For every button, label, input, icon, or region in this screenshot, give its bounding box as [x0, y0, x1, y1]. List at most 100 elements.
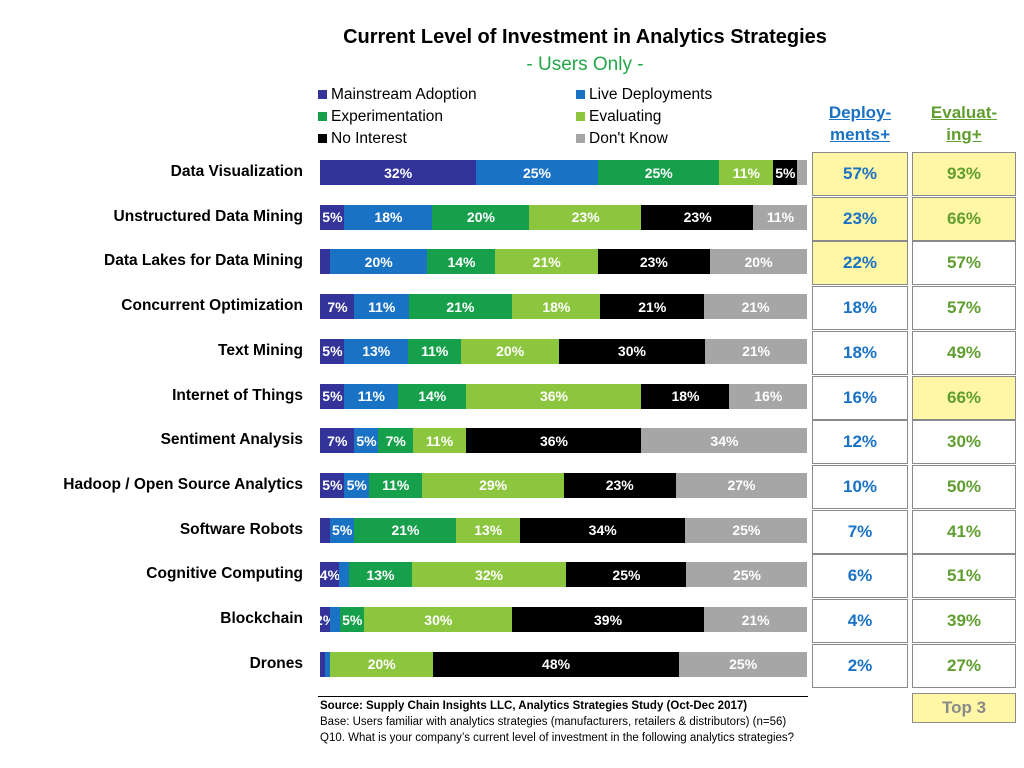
deployments-plus-cell: 16%: [812, 375, 908, 420]
bar-segment: 13%: [348, 562, 413, 588]
deployments-plus-cell: 12%: [812, 420, 908, 465]
data-label: 5%: [322, 343, 343, 360]
base-line: Base: Users familiar with analytics stra…: [320, 716, 787, 728]
legend-swatch: [576, 112, 585, 121]
bar-segment: 7%: [320, 294, 355, 320]
category-label: Concurrent Optimization: [121, 297, 303, 315]
bar-segment: 25%: [475, 160, 599, 185]
bar-segment: 18%: [641, 383, 730, 409]
data-label: 21%: [638, 298, 667, 315]
data-label: 13%: [474, 522, 503, 539]
source-divider: [318, 696, 808, 697]
bar-segment: 5%: [344, 472, 370, 498]
stacked-bar: 5% 11% 14% 36% 18% 16%: [320, 383, 807, 409]
bar-segment: 21%: [408, 294, 513, 320]
bar-segment: 23%: [529, 204, 642, 230]
data-label: 27%: [727, 477, 756, 494]
bar-segment: 5%: [320, 338, 345, 364]
data-label: 7%: [327, 298, 348, 315]
bar-segment: 32%: [320, 160, 477, 185]
data-label: 5%: [322, 477, 343, 494]
bar-segment: 25%: [565, 562, 687, 588]
bar-segment: 25%: [685, 517, 807, 543]
stacked-bar: 5% 13% 11% 20% 30% 21%: [320, 338, 807, 364]
data-label: 34%: [588, 522, 617, 539]
bar-segment: 36%: [466, 428, 642, 454]
data-label: 11%: [357, 388, 385, 404]
bar-segment: 18%: [344, 204, 433, 230]
bar-segment: 48%: [432, 651, 680, 677]
data-label: 14%: [418, 388, 447, 404]
data-label: 48%: [542, 656, 571, 673]
category-label: Drones: [249, 654, 303, 672]
evaluating-plus-cell: 39%: [912, 599, 1016, 643]
evaluating-plus-cell: 50%: [912, 464, 1016, 509]
evaluating-plus-cell: 30%: [912, 420, 1016, 465]
bar-segment: 25%: [678, 651, 807, 677]
data-label: 7%: [385, 432, 406, 449]
bar-segment: 5%: [320, 383, 345, 409]
data-label: 21%: [741, 298, 770, 315]
bar-segment: 14%: [397, 383, 467, 409]
data-label: 18%: [374, 209, 403, 226]
stacked-bar: 2% 5% 30% 39% 21%: [320, 607, 807, 632]
bar-segment: 20%: [461, 338, 560, 364]
category-label: Internet of Things: [172, 386, 303, 404]
data-label: 25%: [732, 566, 761, 583]
bar-segment: 2%: [320, 607, 331, 632]
stacked-bar: 7% 11% 21% 18% 21% 21%: [320, 294, 807, 320]
bar-segment: 11%: [354, 294, 410, 320]
bar-segment: [329, 607, 341, 632]
bar-segment: 20%: [330, 651, 434, 677]
evaluating-plus-cell: 66%: [912, 375, 1016, 420]
data-label: 20%: [466, 209, 495, 226]
bar-segment: 18%: [511, 294, 601, 320]
bar-segment: 5%: [320, 472, 345, 498]
question-line: Q10. What is your company’s current leve…: [320, 732, 795, 744]
bar-segment: 25%: [597, 160, 720, 185]
data-label: 11%: [766, 209, 795, 226]
data-label: 14%: [447, 253, 476, 270]
evaluating-plus-cell: 41%: [912, 509, 1016, 554]
data-label: 29%: [479, 477, 508, 494]
bar-segment: 20%: [329, 249, 428, 275]
bar-segment: 32%: [411, 562, 567, 588]
bar-segment: 16%: [729, 383, 807, 409]
data-label: 20%: [367, 656, 396, 673]
stacked-bar: 7% 5% 7% 11% 36% 34%: [320, 428, 807, 454]
stacked-bar: 32% 25% 25% 11% 5%: [320, 160, 807, 185]
bar-segment: [320, 517, 331, 543]
data-label: 5%: [322, 388, 343, 404]
data-label: 5%: [332, 522, 353, 539]
deployments-plus-cell: 57%: [812, 152, 908, 196]
data-label: 30%: [424, 611, 453, 628]
bar-segment: 14%: [427, 249, 496, 275]
stacked-bar: 20% 14% 21% 23% 20%: [320, 249, 807, 275]
data-label: 18%: [542, 298, 571, 315]
deployments-plus-header: Deploy-ments+: [828, 103, 892, 144]
deployments-plus-cell: 4%: [812, 599, 908, 643]
bar-segment: 23%: [641, 204, 754, 230]
data-label: 23%: [683, 209, 712, 226]
deployments-plus-cell: 22%: [812, 241, 908, 286]
bar-segment: 21%: [354, 517, 457, 543]
bar-segment: 4%: [320, 562, 340, 588]
bar-segment: [320, 249, 331, 275]
evaluating-plus-cell: 57%: [912, 241, 1016, 286]
stacked-bar: 20% 48% 25%: [320, 651, 807, 677]
category-label: Blockchain: [220, 610, 303, 627]
data-label: 13%: [362, 343, 391, 360]
evaluating-plus-cell: 66%: [912, 196, 1016, 241]
deployments-plus-cell: 2%: [812, 643, 908, 688]
deployments-plus-cell: 18%: [812, 286, 908, 331]
legend-item: Evaluating: [576, 108, 661, 126]
legend-item: No Interest: [318, 130, 407, 148]
data-label: 39%: [594, 611, 623, 628]
bar-segment: 13%: [344, 338, 409, 364]
bar-segment: 30%: [558, 338, 706, 364]
bar-segment: 20%: [709, 249, 807, 275]
bar-segment: 20%: [432, 204, 530, 230]
data-label: 20%: [364, 253, 393, 270]
bar-segment: 23%: [563, 472, 676, 498]
bar-segment: 7%: [378, 428, 414, 454]
